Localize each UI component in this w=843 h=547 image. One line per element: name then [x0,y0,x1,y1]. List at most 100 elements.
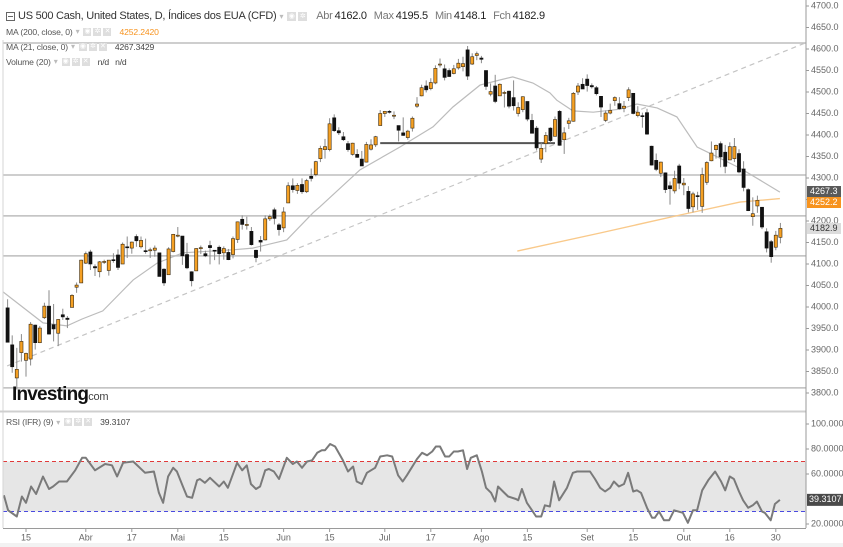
instrument-row: US 500 Cash, United States, D, Índices d… [6,8,545,24]
candle [617,97,622,110]
candle-body-bearish [511,97,516,107]
candle-body-bearish [212,249,217,252]
candle-body-bullish [152,247,157,251]
candle [37,325,42,344]
close-icon[interactable]: ✕ [84,418,93,426]
candle-body-bullish [603,112,608,121]
candle-body-bearish [332,117,337,132]
chevron-down-icon[interactable]: ▾ [75,27,80,36]
candle [373,135,378,148]
candle [56,319,61,347]
chevron-down-icon[interactable]: ▾ [279,11,284,21]
rsi-current-tag-text: 39.3107 [809,494,842,504]
candle-body-bullish [608,110,613,114]
candle-body-bearish [594,87,599,95]
candle-body-bearish [442,68,447,78]
candle [42,302,47,320]
close-icon[interactable]: ✕ [81,57,90,66]
candle-body-bullish [474,53,479,56]
close-icon[interactable]: ✕ [103,27,112,36]
candle [152,245,157,257]
close-icon[interactable]: ✕ [98,42,107,51]
candle [88,249,93,271]
candle-body-bullish [672,178,677,192]
candle-body-bullish [28,323,33,360]
candle [277,223,281,236]
eye-icon[interactable]: ◉ [287,11,297,21]
candle [70,294,74,308]
collapse-icon[interactable] [6,11,15,21]
time-axis-label: 17 [426,532,436,542]
candle [194,248,199,272]
candle [677,163,682,190]
rsi-band [3,461,806,512]
candle [539,142,544,163]
candle [166,247,171,276]
candle [580,78,585,90]
candle-body-bearish [359,158,364,167]
time-axis-label: Jun [276,532,291,542]
time-axis-label: 16 [725,532,735,542]
settings-icon[interactable]: ✲ [88,42,97,51]
candle [267,214,272,221]
candle [511,80,516,111]
candle-body-bullish [382,111,387,114]
main-price-panel[interactable] [3,42,806,390]
chevron-down-icon[interactable]: ▾ [70,42,75,51]
eye-icon[interactable]: ◉ [61,57,70,66]
candle-body-bearish [254,249,258,258]
chevron-down-icon[interactable]: ▾ [53,57,58,66]
candle-body-bearish [290,185,295,190]
candle-body-bearish [718,143,723,158]
rsi-panel[interactable] [3,443,806,524]
candle-body-bullish [571,92,576,122]
candle-body-bullish [732,146,737,159]
price-axis-label: 4550.0 [811,65,839,75]
candle-body-bullish [714,145,718,150]
candle-body-bearish [143,250,148,252]
candle-body-bearish [10,344,15,368]
candle-body-bullish [700,174,705,207]
price-tag-ma200 [807,197,841,208]
eye-icon[interactable]: ◉ [64,418,73,426]
candle-body-bearish [760,206,764,228]
candle [479,55,484,64]
candle [359,150,364,167]
settings-icon[interactable]: ✲ [298,11,308,21]
candle-body-bearish [663,172,668,190]
chevron-down-icon[interactable]: ▾ [56,417,61,427]
candle [332,114,337,132]
time-axis-label: 15 [628,532,638,542]
time-axis-label: Ago [473,532,489,542]
candle [346,141,350,152]
candle-body-bearish [585,78,590,86]
settings-icon[interactable]: ✲ [74,418,83,426]
candle [203,250,208,258]
price-axis-label: 4150.0 [811,237,839,247]
candle-body-bullish [19,341,24,353]
candle-body-bullish [74,284,79,288]
candle [286,182,291,204]
candle [603,110,608,123]
candle-body-bearish [111,259,116,262]
candle-body-bullish [612,97,617,101]
candle-body-bullish [451,68,456,74]
candle [129,241,134,254]
close-label: Fch [493,10,511,22]
candle [350,142,355,156]
candle-body-bullish [313,161,318,175]
candle [217,245,222,265]
candle [410,116,415,132]
candle [700,167,705,213]
candle-body-bearish [309,175,314,179]
candle [231,236,235,259]
eye-icon[interactable]: ◉ [78,42,87,51]
eye-icon[interactable]: ◉ [83,27,92,36]
rsi-current-tag [807,493,843,506]
candle-body-bearish [387,111,392,113]
candle-body-bearish [226,252,231,260]
settings-icon[interactable]: ✲ [93,27,102,36]
candle-body-bullish [456,62,461,69]
settings-icon[interactable]: ✲ [71,57,80,66]
